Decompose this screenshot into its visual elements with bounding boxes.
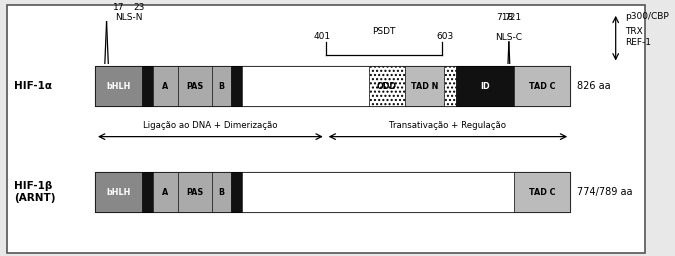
- Bar: [231, 172, 242, 212]
- Text: TRX: TRX: [626, 27, 643, 36]
- Bar: [211, 172, 231, 212]
- Text: PSDT: PSDT: [372, 27, 396, 36]
- FancyBboxPatch shape: [7, 5, 645, 253]
- Text: Transativação + Regulação: Transativação + Regulação: [389, 121, 506, 130]
- Bar: [456, 66, 514, 106]
- Text: ID: ID: [480, 82, 489, 91]
- Bar: [142, 172, 153, 212]
- Text: NLS-N: NLS-N: [115, 13, 142, 22]
- Text: B: B: [218, 188, 224, 197]
- Bar: [95, 66, 570, 106]
- Text: A: A: [162, 82, 169, 91]
- Bar: [95, 172, 142, 212]
- Text: TAD N: TAD N: [410, 82, 438, 91]
- Text: 826 aa: 826 aa: [576, 81, 610, 91]
- Bar: [153, 172, 178, 212]
- Text: bHLH: bHLH: [106, 188, 131, 197]
- Bar: [242, 66, 369, 106]
- Bar: [405, 66, 444, 106]
- Text: 17: 17: [113, 3, 125, 12]
- Text: TAD C: TAD C: [529, 188, 556, 197]
- Bar: [514, 172, 570, 212]
- Text: REF-1: REF-1: [626, 38, 651, 47]
- Bar: [231, 66, 242, 106]
- Text: TAD C: TAD C: [529, 82, 556, 91]
- Text: HIF-1α: HIF-1α: [14, 81, 52, 91]
- Text: 603: 603: [437, 32, 454, 41]
- Text: NLS-C: NLS-C: [495, 33, 522, 42]
- Bar: [211, 66, 231, 106]
- Text: 774/789 aa: 774/789 aa: [576, 187, 632, 197]
- Bar: [95, 66, 142, 106]
- Text: 718: 718: [496, 13, 514, 22]
- Text: Ligação ao DNA + Dimerização: Ligação ao DNA + Dimerização: [143, 121, 277, 130]
- Text: 721: 721: [504, 13, 522, 22]
- Text: 401: 401: [314, 32, 331, 41]
- Text: (ARNT): (ARNT): [14, 194, 55, 204]
- Text: PAS: PAS: [186, 188, 203, 197]
- Bar: [514, 66, 570, 106]
- Text: 23: 23: [134, 3, 145, 12]
- Bar: [178, 172, 211, 212]
- Text: ODD: ODD: [377, 82, 397, 91]
- Text: B: B: [218, 82, 224, 91]
- Bar: [242, 172, 514, 212]
- Text: bHLH: bHLH: [106, 82, 131, 91]
- Bar: [444, 66, 456, 106]
- Bar: [369, 66, 405, 106]
- Bar: [153, 66, 178, 106]
- Bar: [142, 66, 153, 106]
- Bar: [178, 66, 211, 106]
- Text: p300/CBP: p300/CBP: [626, 12, 669, 21]
- Text: HIF-1β: HIF-1β: [14, 181, 52, 191]
- Text: PAS: PAS: [186, 82, 203, 91]
- Text: A: A: [162, 188, 169, 197]
- Bar: [95, 172, 570, 212]
